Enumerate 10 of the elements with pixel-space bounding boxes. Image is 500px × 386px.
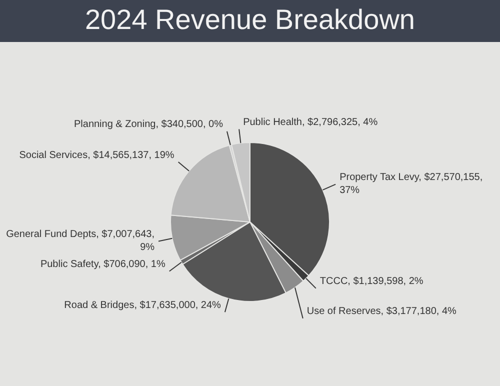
chart-title: 2024 Revenue Breakdown [0, 0, 500, 42]
slice-label: Public Safety, $706,090, 1% [39, 258, 166, 272]
slice-label: Planning & Zoning, $340,500, 0% [72, 118, 223, 132]
slice-label: Social Services, $14,565,137, 19% [18, 148, 174, 162]
slice-label: Public Health, $2,796,325, 4% [243, 116, 379, 130]
slice-label: Use of Reserves, $3,177,180, 4% [306, 305, 458, 318]
slice-label: Road & Bridges, $17,635,000, 24% [63, 299, 221, 312]
slice-label: General Fund Depts, $7,007,643, 9% [5, 228, 155, 254]
slice-label: Property Tax Levy, $27,570,155, 37% [340, 171, 484, 198]
slice-label: TCCC, $1,139,598, 2% [320, 275, 424, 288]
